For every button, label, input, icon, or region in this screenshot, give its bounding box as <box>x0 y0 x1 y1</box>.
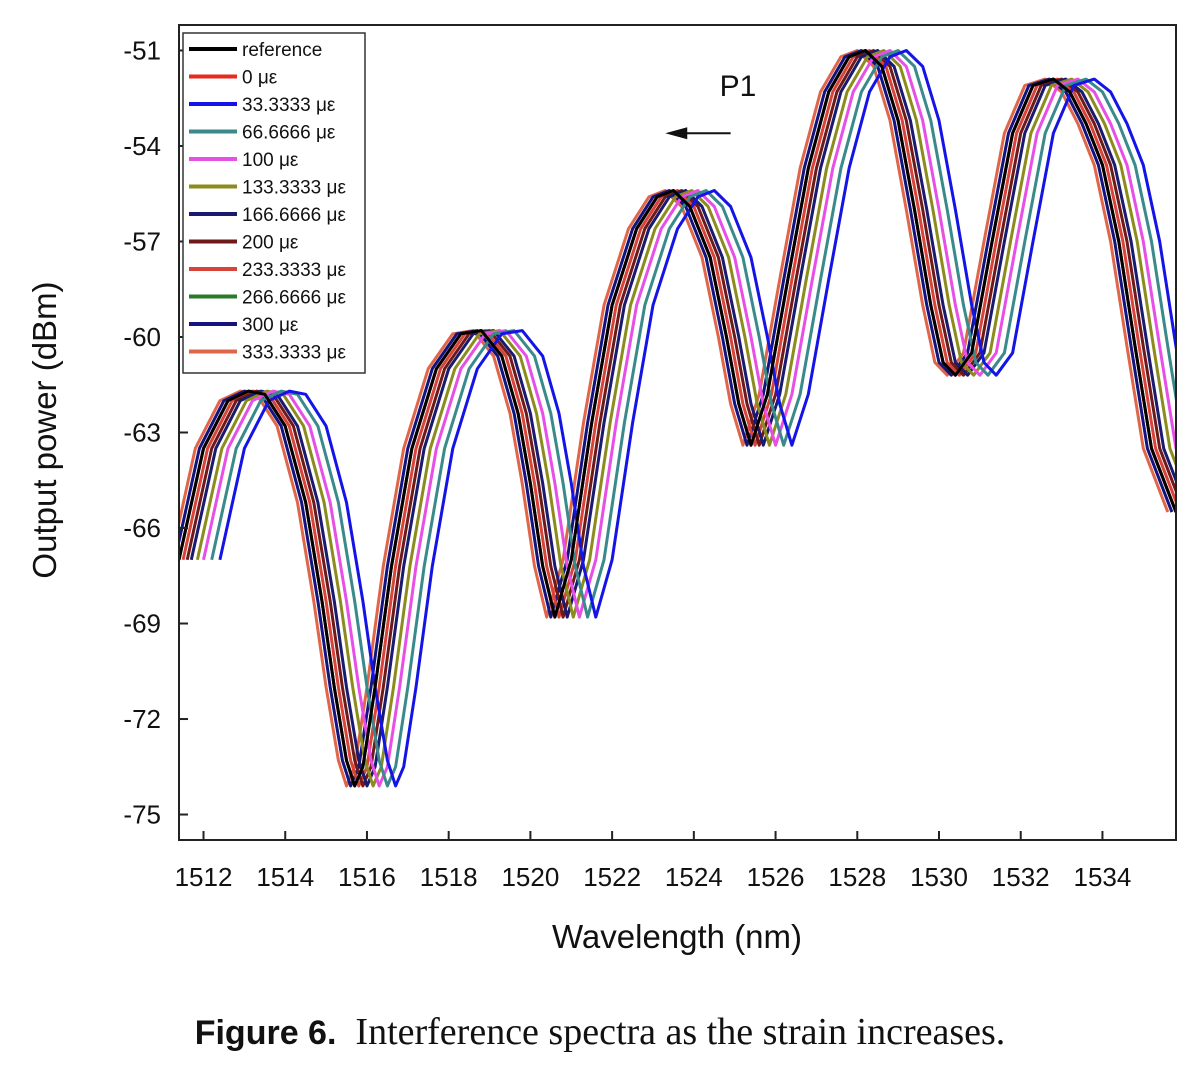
series-line <box>179 49 1176 788</box>
y-tick-label: -54 <box>123 131 161 161</box>
x-tick-label: 1516 <box>338 862 396 892</box>
series-line <box>210 49 1176 788</box>
x-tick-label: 1520 <box>501 862 559 892</box>
annotation-label: P1 <box>720 70 757 103</box>
y-tick-label: -57 <box>123 226 161 256</box>
legend-label: reference <box>242 40 322 61</box>
legend-label: 300 με <box>242 315 299 336</box>
series-line <box>195 49 1176 788</box>
legend-label: 66.6666 με <box>242 123 336 144</box>
y-tick-label: -72 <box>123 704 161 734</box>
y-tick-label: -63 <box>123 418 161 448</box>
caption-label: Figure 6. <box>194 1014 337 1052</box>
legend-label: 133.3333 με <box>242 178 346 199</box>
x-tick-label: 1526 <box>747 862 805 892</box>
legend-label: 33.3333 με <box>242 95 336 116</box>
y-tick-label: -60 <box>123 322 161 352</box>
legend-label: 333.3333 με <box>242 343 346 364</box>
legend-label: 166.6666 με <box>242 205 346 226</box>
series-line <box>189 49 1176 788</box>
y-tick-label: -75 <box>123 800 161 830</box>
x-axis-title: Wavelength (nm) <box>552 918 802 955</box>
series-line <box>179 49 1174 788</box>
legend-label: 200 με <box>242 233 299 254</box>
chart: 1512 1514 1516 1518 1520 1522 1524 1526 1528 1530… <box>26 24 1177 955</box>
legend-box <box>182 32 366 374</box>
x-tick-label: 1530 <box>910 862 968 892</box>
x-tick-label: 1524 <box>665 862 723 892</box>
legend-label: 266.6666 με <box>242 288 346 309</box>
series-line <box>218 49 1176 788</box>
annotation-arrow-head <box>665 127 688 140</box>
y-axis-title: Output power (dBm) <box>26 281 63 578</box>
figure-caption: Figure 6. Interference spectra as the st… <box>0 1010 1200 1054</box>
x-tick-label: 1534 <box>1074 862 1132 892</box>
y-axis: -51 -54 -57 -60 -63 -66 -69 -72 -75 <box>123 35 188 830</box>
legend-label: 0 με <box>242 68 278 89</box>
x-tick-label: 1512 <box>175 862 233 892</box>
legend: reference 0 με 33.3333 με 66.6666 με 100 με 1… <box>182 32 366 374</box>
series-layer <box>179 49 1176 788</box>
caption-text: Interference spectra as the strain incre… <box>355 1011 1006 1053</box>
y-tick-label: -51 <box>123 35 161 65</box>
annotation-p1: P1 <box>665 70 757 140</box>
x-tick-label: 1514 <box>256 862 314 892</box>
series-line <box>181 49 1176 788</box>
legend-label: 233.3333 με <box>242 260 346 281</box>
x-tick-label: 1528 <box>828 862 886 892</box>
x-axis: 1512 1514 1516 1518 1520 1522 1524 1526 1528 1530… <box>175 831 1132 892</box>
y-tick-label: -66 <box>123 513 161 543</box>
x-tick-label: 1518 <box>420 862 478 892</box>
series-line <box>202 49 1176 788</box>
y-tick-label: -69 <box>123 609 161 639</box>
x-tick-label: 1522 <box>583 862 641 892</box>
legend-label: 100 με <box>242 150 299 171</box>
x-tick-label: 1532 <box>992 862 1050 892</box>
